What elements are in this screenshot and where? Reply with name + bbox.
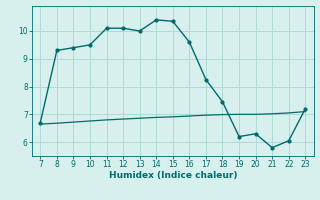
- X-axis label: Humidex (Indice chaleur): Humidex (Indice chaleur): [108, 171, 237, 180]
